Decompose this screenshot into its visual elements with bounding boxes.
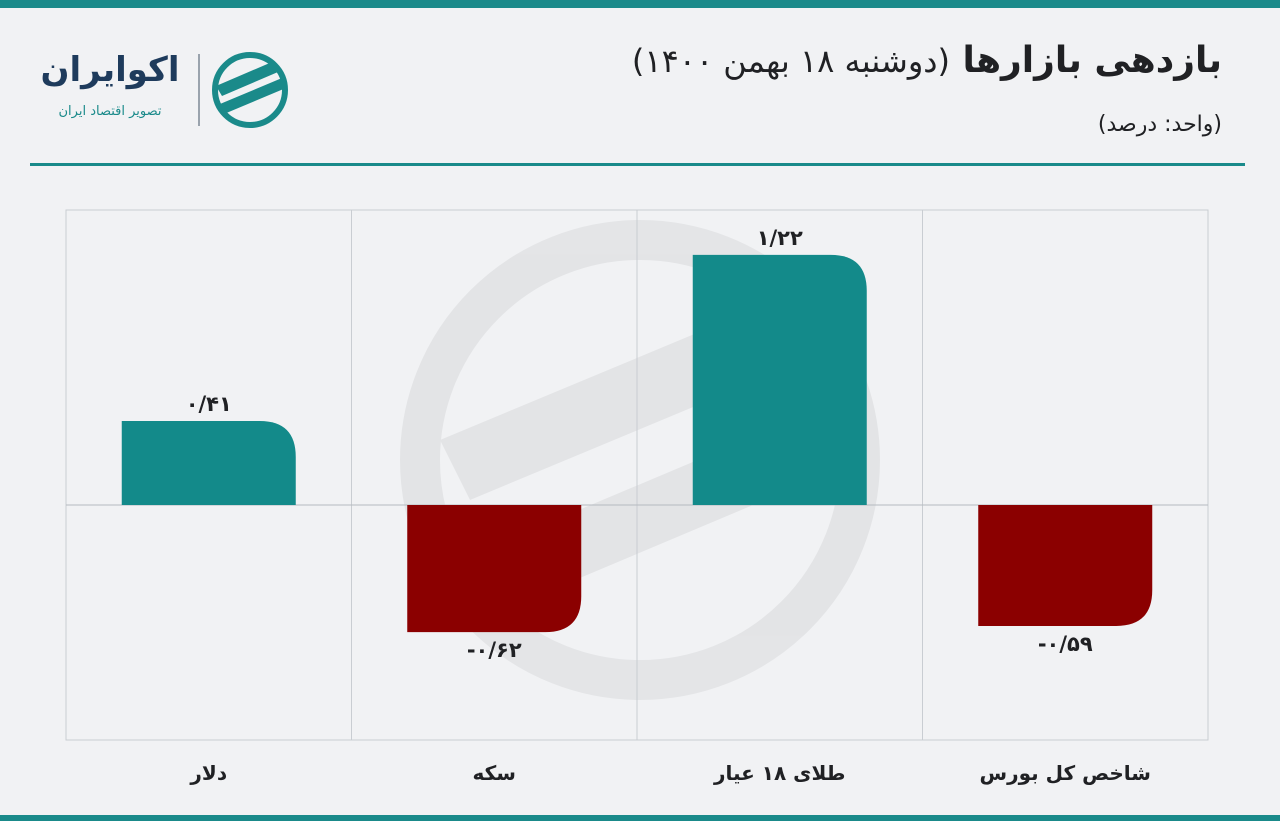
- bar: [407, 505, 582, 633]
- ecoiran-logo-icon: [212, 52, 288, 128]
- top-accent-band: [0, 0, 1280, 8]
- category-label: سکه: [473, 761, 516, 785]
- brand-tagline: تصویر اقتصاد ایران: [58, 104, 162, 119]
- data-label: -۰/۶۲: [467, 638, 522, 662]
- bottom-accent-band: [0, 815, 1280, 821]
- brand-name: اکوایران: [40, 50, 180, 90]
- bar-chart: -۰/۵۹ شاخص کل بورس ۱/۲۲ طلای ۱۸ عیار -۰/۶۲ سک…: [65, 209, 1209, 785]
- chart-title: بازدهی بازارها (دوشنبه ۱۸ بهمن ۱۴۰۰): [632, 40, 1222, 81]
- brand-divider: [198, 54, 200, 126]
- data-label: ۰/۴۱: [186, 392, 232, 416]
- bar: [692, 254, 867, 505]
- category-label: شاخص کل بورس: [980, 761, 1151, 785]
- chart-date: (دوشنبه ۱۸ بهمن ۱۴۰۰): [631, 42, 950, 80]
- data-label: ۱/۲۲: [757, 226, 803, 250]
- chart-title-text: بازدهی بازارها: [962, 40, 1222, 81]
- category-label: دلار: [189, 761, 227, 785]
- header-divider: [30, 163, 1245, 166]
- category-label: طلای ۱۸ عیار: [713, 761, 846, 785]
- brand: اکوایران تصویر اقتصاد ایران: [30, 50, 292, 130]
- bar: [978, 505, 1153, 626]
- bar: [121, 420, 296, 505]
- chart-unit: (واحد: درصد): [1097, 112, 1222, 137]
- data-label: -۰/۵۹: [1038, 632, 1093, 656]
